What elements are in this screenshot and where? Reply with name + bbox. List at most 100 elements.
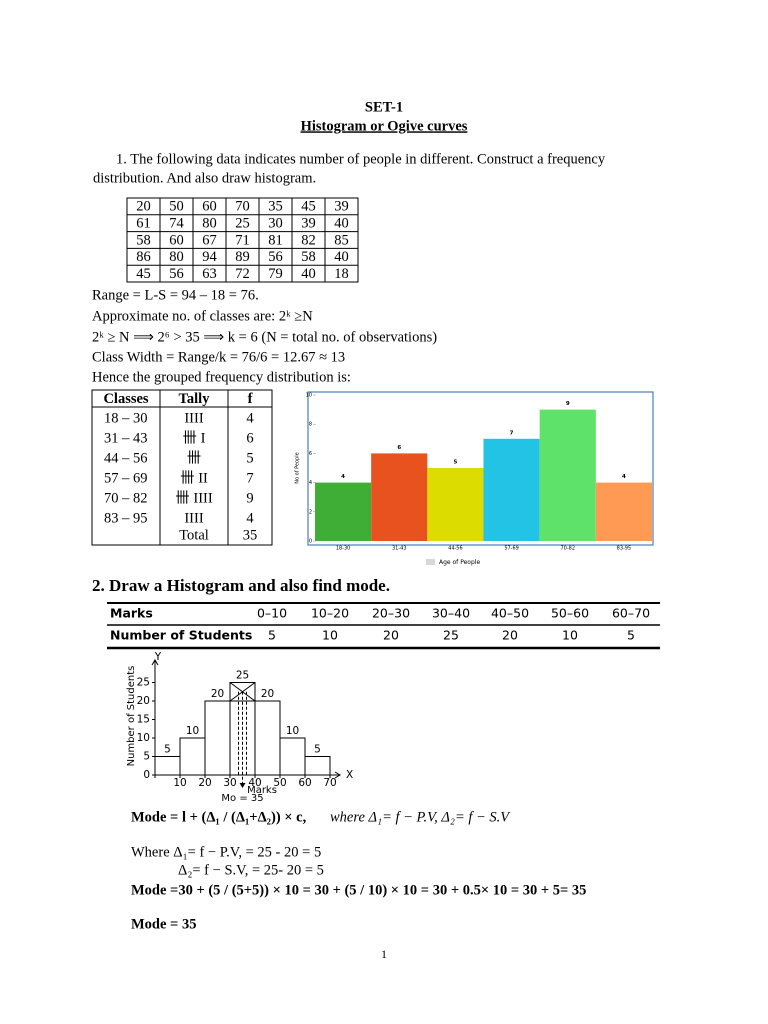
page-number: 1 <box>381 947 387 961</box>
legend-label: Age of People <box>439 559 480 566</box>
table-cell: 40–50 <box>491 606 529 621</box>
set-label: SET-1 <box>365 99 403 115</box>
row-header: Number of Students <box>110 628 252 643</box>
x-tick-label: 70 <box>323 777 336 789</box>
work-line: Where Δ₁= f − P.V, = 25 - 20 = 5 <box>131 844 321 860</box>
table-cell: 79 <box>268 266 283 282</box>
table-cell: 80 <box>202 216 217 232</box>
table-cell: 40 <box>334 249 349 265</box>
table-cell: 45 <box>136 266 151 282</box>
x-tick-label: 44-56 <box>448 546 463 552</box>
table-total: 35 <box>243 527 258 543</box>
x-axis-label: Marks <box>247 785 277 796</box>
table-cell: 10–20 <box>311 606 349 621</box>
x-tick-label: 40 <box>248 777 261 789</box>
y-tick-label: 8 <box>309 422 312 428</box>
table-cell: 20 <box>502 628 518 643</box>
question-title: 2. Draw a Histogram and also find mode. <box>92 576 390 595</box>
y-tick-label: 0 <box>309 539 312 545</box>
table-cell: 31 – 43 <box>104 430 148 446</box>
bar <box>371 453 428 541</box>
bar <box>427 468 484 541</box>
histogram-chart: 5 10 20 25 20 10 5 10 20 30 40 50 60 70 0 5 10 15 20 25 X Y Ma… <box>126 651 353 804</box>
table-cell: 4 <box>246 410 254 426</box>
y-tick-label: 10 <box>306 393 312 399</box>
table-header: Tally <box>179 391 211 407</box>
table-cell: 18 <box>334 266 349 282</box>
y-axis-label: No of People <box>295 452 301 483</box>
x-tick-label: 10 <box>173 777 186 789</box>
x-tick-label: 83-95 <box>617 546 632 552</box>
y-axis-letter: Y <box>154 651 162 663</box>
table-cell: 5 <box>246 450 253 466</box>
value-label: 5 <box>314 744 321 756</box>
step: 2ᵏ ≥ N ⟹ 2⁶ > 35 ⟹ k = 6 (N = total no. … <box>92 329 437 345</box>
bar-chart: 0 2 4 6 8 10 4 18-30 6 31-43 5 44-56 7 57-69 9 70-82 4 83… <box>295 391 654 566</box>
bar <box>304 756 331 776</box>
answer: Mode = 35 <box>131 916 196 932</box>
y-tick-label: 15 <box>137 714 150 726</box>
table-cell: IIII <box>184 510 203 526</box>
value-label: 7 <box>510 430 514 436</box>
x-tick-label: 60 <box>298 777 311 789</box>
table-total-label: Total <box>179 527 209 543</box>
table-cell: 60–70 <box>612 606 650 621</box>
question-text: distribution. And also draw histogram. <box>93 170 316 186</box>
y-tick-label: 20 <box>137 695 150 707</box>
table-cell: 50–60 <box>551 606 589 621</box>
table-cell: 卌 <box>187 449 202 466</box>
table-cell: 60 <box>169 232 184 248</box>
x-tick-label: 31-43 <box>392 546 407 552</box>
value-label: 10 <box>186 725 199 737</box>
table-cell: 89 <box>235 249 250 265</box>
bar <box>254 700 281 776</box>
table-cell: 94 <box>202 249 217 265</box>
table-header: f <box>248 391 253 407</box>
table-cell: 0–10 <box>257 606 287 621</box>
value-label: 20 <box>261 688 274 700</box>
value-label: 20 <box>211 688 224 700</box>
table-cell: 40 <box>301 266 316 282</box>
value-label: 25 <box>236 670 249 682</box>
bar <box>279 737 306 776</box>
table-cell: 70 – 82 <box>104 490 148 506</box>
table-cell: 72 <box>235 266 250 282</box>
axis-arrow <box>334 771 341 779</box>
table-cell: 18 – 30 <box>104 410 148 426</box>
table-cell: 卌 IIII <box>175 489 213 506</box>
arrow-head <box>239 783 246 788</box>
table-cell: 67 <box>202 232 217 248</box>
table-cell: 45 <box>301 199 316 215</box>
table-cell: 10 <box>322 628 338 643</box>
table-border <box>91 389 273 546</box>
table-cell: 82 <box>301 232 316 248</box>
table-cell: 63 <box>202 266 217 282</box>
table-cell: 74 <box>169 216 184 232</box>
table-cell: 44 – 56 <box>104 450 148 466</box>
y-tick-label: 6 <box>309 451 312 457</box>
y-tick-label: 0 <box>143 769 150 781</box>
table-cell: 10 <box>562 628 578 643</box>
x-tick-label: 18-30 <box>336 546 351 552</box>
y-tick-label: 2 <box>309 509 312 515</box>
table-cell: 4 <box>246 510 254 526</box>
y-tick-label: 10 <box>137 732 150 744</box>
legend-swatch <box>426 559 435 565</box>
bar <box>315 482 372 541</box>
x-tick-label: 30 <box>223 777 236 789</box>
value-label: 5 <box>164 744 171 756</box>
plot-frame <box>307 391 654 546</box>
table-cell: 7 <box>246 470 253 486</box>
formula-where: where Δ₁= f − P.V, Δ₂= f − S.V <box>330 809 511 825</box>
table-cell: IIII <box>184 410 203 426</box>
table-cell: 25 <box>443 628 459 643</box>
table-cell: 9 <box>246 490 253 506</box>
axis-arrow <box>151 659 159 666</box>
work-line: Δ₂= f − S.V, = 25- 20 = 5 <box>178 862 324 878</box>
x-tick-label: 70-82 <box>560 546 575 552</box>
table-cell: 60 <box>202 199 217 215</box>
table-cell: 70 <box>235 199 250 215</box>
page-title: Histogram or Ogive curves <box>301 118 468 134</box>
table-cell: 卌 I <box>183 429 206 446</box>
